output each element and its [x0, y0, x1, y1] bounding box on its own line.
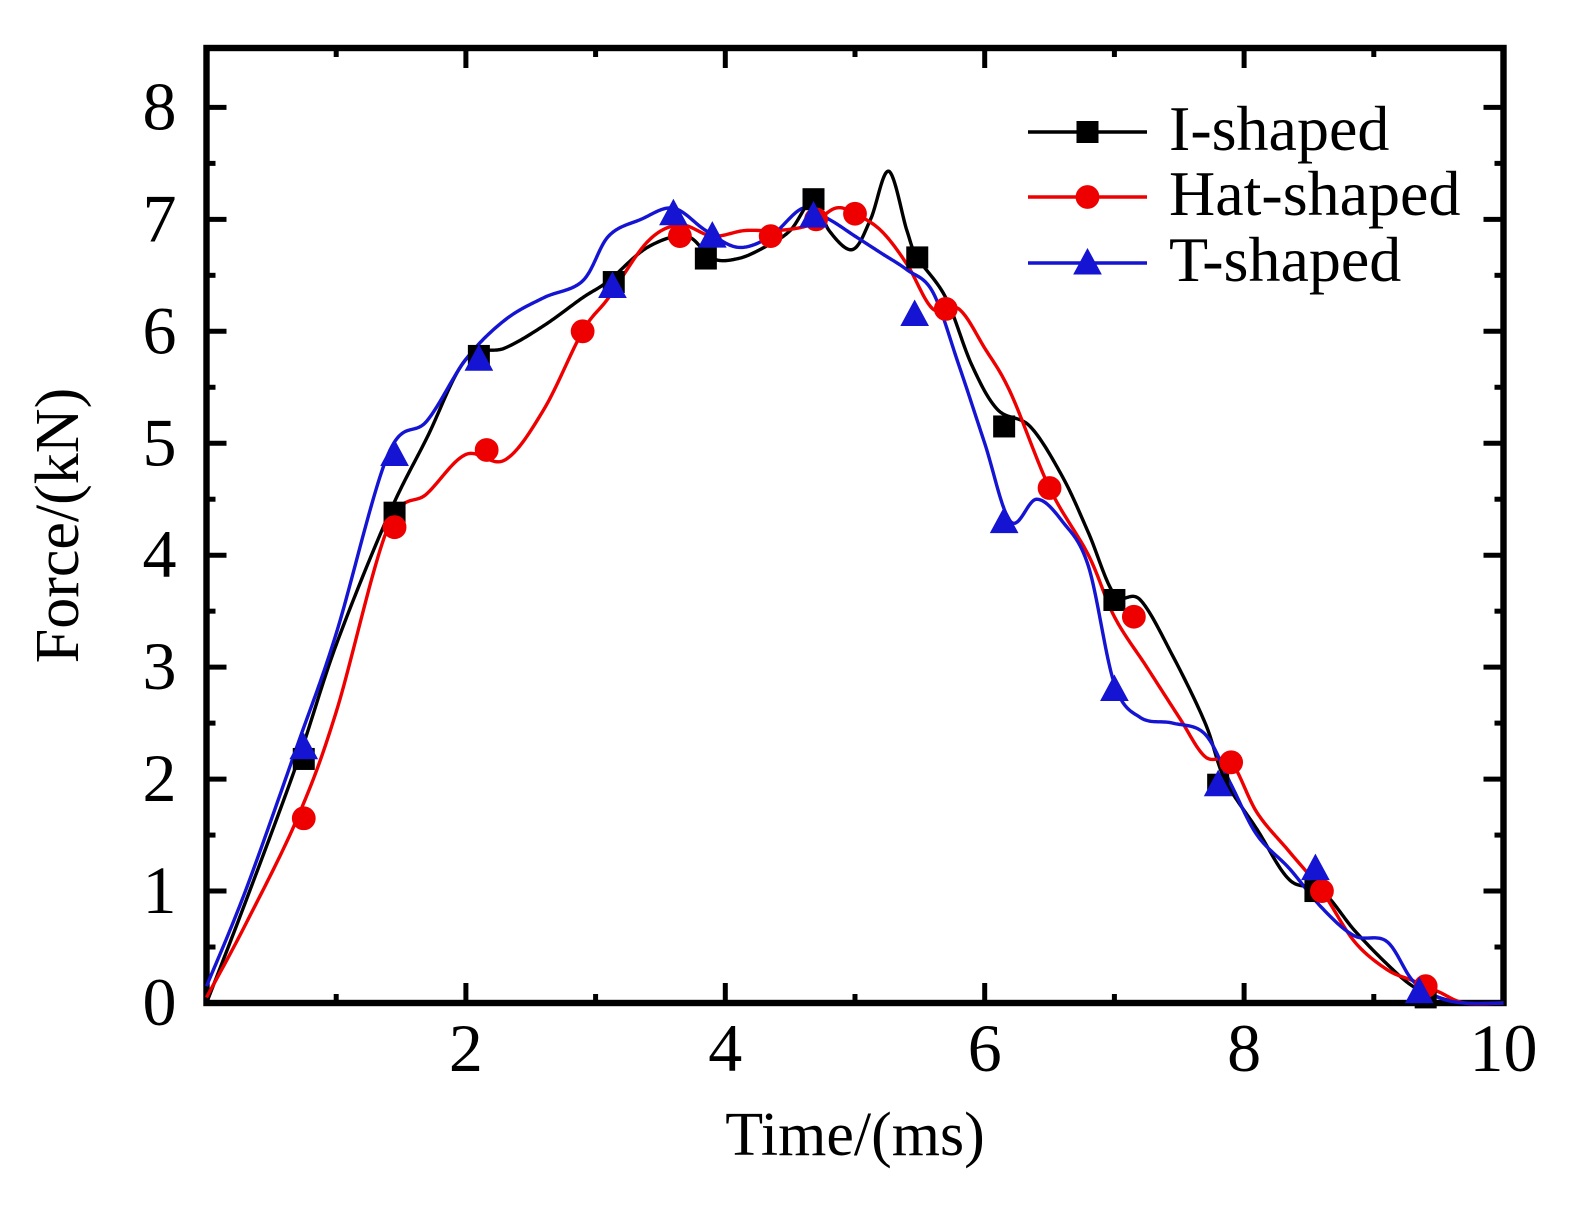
- svg-text:6: 6: [968, 1010, 1002, 1086]
- svg-text:2: 2: [449, 1010, 483, 1086]
- svg-text:3: 3: [143, 628, 177, 704]
- svg-text:8: 8: [143, 68, 177, 144]
- svg-text:Time/(ms): Time/(ms): [725, 1101, 985, 1169]
- svg-text:I-shaped: I-shaped: [1169, 93, 1389, 164]
- svg-text:T-shaped: T-shaped: [1169, 224, 1401, 295]
- svg-text:10: 10: [1470, 1010, 1538, 1086]
- svg-text:4: 4: [143, 516, 177, 592]
- svg-text:Force/(kN): Force/(kN): [24, 388, 92, 663]
- svg-text:7: 7: [143, 180, 177, 256]
- svg-text:0: 0: [143, 964, 177, 1040]
- svg-text:4: 4: [708, 1010, 742, 1086]
- svg-text:8: 8: [1227, 1010, 1261, 1086]
- svg-text:5: 5: [143, 404, 177, 480]
- svg-text:6: 6: [143, 292, 177, 368]
- svg-text:1: 1: [143, 852, 177, 928]
- svg-text:Hat-shaped: Hat-shaped: [1169, 158, 1460, 229]
- svg-text:2: 2: [143, 740, 177, 816]
